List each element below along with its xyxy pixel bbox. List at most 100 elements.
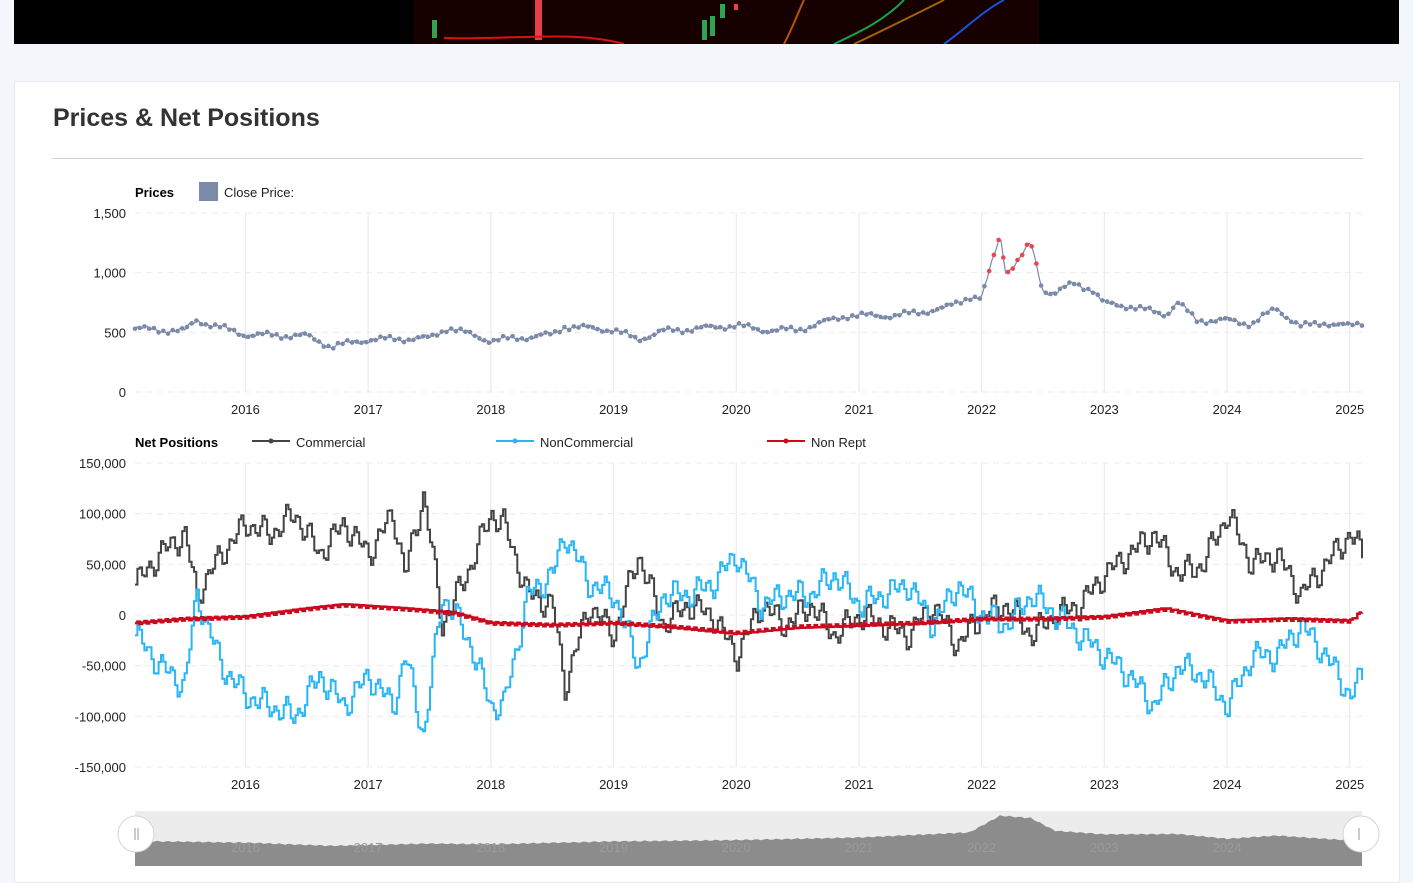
close-price-point <box>684 327 690 333</box>
close-price-point <box>293 332 298 338</box>
legend-item-commercial[interactable]: Commercial <box>252 435 365 450</box>
close-price-point <box>1109 300 1115 306</box>
close-price-point <box>868 311 874 316</box>
legend-item-noncommercial[interactable]: NonCommercial <box>496 435 633 450</box>
navigator-tick-label: 2020 <box>722 840 751 855</box>
navigator-tick-label: 2024 <box>1213 840 1242 855</box>
navigator-tick-label: 2016 <box>231 840 260 855</box>
close-price-point <box>680 330 685 336</box>
net-positions-chart: 150,000 100,000 50,000 0 -50,000 -100,000 -150… <box>75 435 1365 792</box>
close-price-point <box>189 321 194 326</box>
noncommercial-legend-label[interactable]: NonCommercial <box>540 435 633 450</box>
net-x-tick-label: 2025 <box>1335 777 1364 792</box>
close-price-point <box>1071 281 1077 287</box>
range-navigator[interactable]: 2016 2017 2018 2019 2020 2021 2022 2023 2024 <box>117 811 1380 866</box>
close-price-point <box>788 324 794 330</box>
close-price-point <box>552 329 558 334</box>
commercial-line[interactable] <box>135 491 1363 701</box>
close-price-point <box>1227 316 1233 322</box>
close-price-point <box>1345 321 1351 326</box>
net-x-tick-label: 2023 <box>1090 777 1119 792</box>
close-price-point <box>349 340 355 345</box>
close-price-point <box>463 329 468 335</box>
close-price-point <box>1015 257 1020 263</box>
close-price-legend-label[interactable]: Close Price: <box>224 185 294 200</box>
navigator-labels: 2016 2017 2018 2019 2020 2021 2022 2023 2024 <box>231 840 1242 855</box>
close-price-point <box>283 334 289 339</box>
close-price-point <box>227 327 232 332</box>
prices-x-tick-label: 2023 <box>1090 402 1119 417</box>
close-price-point <box>245 334 251 340</box>
close-price-point <box>137 325 143 331</box>
close-price-point <box>396 336 402 342</box>
close-price-point <box>614 327 619 332</box>
close-price-point <box>146 326 152 332</box>
close-price-point <box>835 317 841 323</box>
navigator-right-handle[interactable] <box>1342 815 1380 853</box>
commercial-legend-label[interactable]: Commercial <box>296 435 365 450</box>
close-price-point <box>854 314 860 320</box>
close-price-point <box>566 327 572 333</box>
close-price-point <box>618 330 624 336</box>
prices-x-tick-label: 2019 <box>599 402 628 417</box>
close-price-point <box>599 329 605 334</box>
close-price-point <box>562 324 567 330</box>
noncommercial-legend-marker <box>512 438 518 444</box>
close-price-point <box>1288 319 1294 325</box>
close-price-point <box>1274 307 1280 312</box>
close-price-point <box>208 324 213 330</box>
close-price-point <box>1307 322 1313 327</box>
close-price-point <box>741 323 747 329</box>
legend-item-non-rept[interactable]: Non Rept <box>767 435 866 450</box>
net-x-tick-label: 2021 <box>844 777 873 792</box>
close-price-point <box>194 318 199 323</box>
close-price-point <box>1048 291 1053 297</box>
close-price-point <box>519 336 525 341</box>
prices-y-tick-label: 0 <box>119 385 126 400</box>
close-price-point <box>307 332 312 338</box>
close-price-point <box>184 324 190 330</box>
close-price-point <box>651 332 657 338</box>
close-price-point <box>1104 299 1110 304</box>
close-price-point <box>1005 269 1011 275</box>
prices-legend: Prices Close Price: <box>135 182 294 201</box>
close-price-point <box>576 325 581 330</box>
close-price-point <box>1152 309 1157 315</box>
close-price-point <box>354 339 360 344</box>
close-price-point <box>812 323 817 329</box>
net-y-tick-label: 100,000 <box>79 507 126 522</box>
close-price-point <box>840 315 846 320</box>
navigator-left-handle[interactable] <box>117 815 155 853</box>
prices-y-tick-label: 1,000 <box>93 266 126 281</box>
close-price-point <box>897 312 902 318</box>
close-price-point <box>963 296 968 302</box>
prices-x-tick-label: 2021 <box>844 402 873 417</box>
close-price-point <box>1175 300 1181 306</box>
close-price-point <box>699 324 704 330</box>
close-price-point <box>1137 303 1143 309</box>
close-price-point <box>467 329 473 335</box>
close-price-point <box>760 329 765 335</box>
close-price-point <box>661 327 666 333</box>
close-price-point <box>925 311 931 317</box>
close-price-legend-swatch[interactable] <box>199 182 218 201</box>
close-price-point <box>1076 282 1082 287</box>
close-price-point <box>297 332 303 338</box>
title-divider <box>52 158 1363 159</box>
close-price-point <box>496 337 501 343</box>
close-price-point <box>911 308 916 314</box>
close-price-line[interactable] <box>134 239 1363 350</box>
noncommercial-line[interactable] <box>135 538 1363 733</box>
navigator-tick-label: 2018 <box>476 840 505 855</box>
close-price-point <box>373 337 378 343</box>
close-price-point <box>1095 292 1101 298</box>
non-rept-line[interactable] <box>135 602 1364 636</box>
close-price-point <box>930 308 935 314</box>
close-price-point <box>647 335 652 340</box>
non-rept-legend-label[interactable]: Non Rept <box>811 435 866 450</box>
top-banner-image <box>14 0 1399 44</box>
close-price-point <box>713 325 718 330</box>
close-price-point <box>1246 324 1252 330</box>
prices-y-tick-label: 1,500 <box>93 206 126 221</box>
